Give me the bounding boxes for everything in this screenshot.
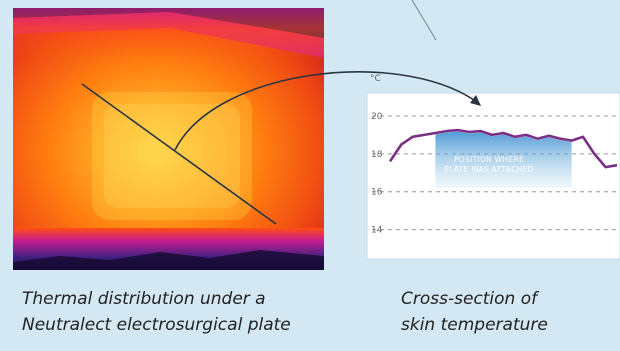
temperature-curve <box>388 128 618 169</box>
y-tick-label-20: 20 <box>371 112 383 122</box>
thermal-caption-line2: Neutralect electrosurgical plate <box>22 315 291 335</box>
chart-caption-line2: skin temperature <box>401 315 548 335</box>
thermal-image <box>13 8 324 270</box>
y-tick-label-18: 18 <box>371 150 383 160</box>
connector-arrow <box>174 71 481 151</box>
plate-position-shading <box>435 131 572 188</box>
chart-tick-labels: 20 18 16 14 <box>371 112 383 236</box>
chart-caption: Cross-section of skin temperature <box>401 286 611 338</box>
pointer-line <box>411 0 437 41</box>
thermal-caption-line1: Thermal distribution under a <box>22 289 266 309</box>
chart-caption-line1: Cross-section of <box>401 289 538 309</box>
cross-section-line <box>81 83 277 225</box>
arrowhead-icon <box>470 95 481 106</box>
plate-annotation-line1: POSITION WHERE <box>454 155 524 164</box>
y-tick-label-14: 14 <box>371 226 383 236</box>
plate-annotation-line2: PLATE WAS ATTACHED <box>444 165 533 174</box>
y-axis-unit: °C <box>370 74 381 84</box>
thermal-image-caption: Thermal distribution under a Neutralect … <box>22 286 342 338</box>
y-tick-label-16: 16 <box>371 188 383 198</box>
temperature-chart: 20 18 16 14 °C POSITION WHERE PLATE WAS ATT… <box>366 74 620 260</box>
